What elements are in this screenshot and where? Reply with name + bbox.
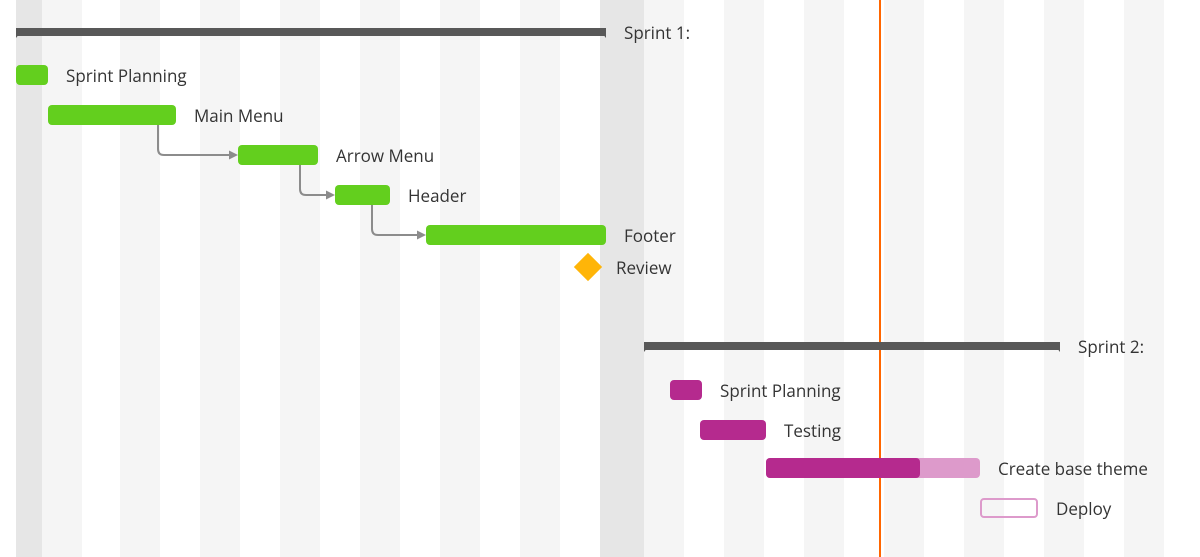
summaries.1-label: Sprint 2:	[1078, 335, 1144, 358]
milestones.0-label: Review	[616, 256, 672, 279]
task-progress-s2-theme	[766, 458, 920, 478]
summary-bar-sprint2[interactable]	[644, 342, 1060, 350]
grid-stripe	[360, 0, 400, 557]
task-bar-s1-header[interactable]	[335, 185, 390, 205]
task-bar-s2-theme[interactable]	[766, 458, 980, 478]
tasks.4-label: Footer	[624, 224, 676, 247]
summaries.0-label: Sprint 1:	[624, 21, 690, 44]
grid-stripe	[600, 0, 644, 557]
tasks.1-label: Main Menu	[194, 104, 284, 127]
task-outline-s2-deploy	[980, 498, 1038, 518]
grid-stripe	[684, 0, 724, 557]
task-bar-s1-arrow[interactable]	[238, 145, 318, 165]
task-bar-s2-plan[interactable]	[670, 380, 702, 400]
tasks.5-label: Sprint Planning	[720, 379, 841, 402]
grid-stripe	[240, 0, 280, 557]
tasks.3-label: Header	[408, 184, 466, 207]
summary-bar-sprint1[interactable]	[16, 28, 606, 36]
grid-stripe	[520, 0, 560, 557]
grid-stripe	[644, 0, 684, 557]
grid-stripe	[480, 0, 520, 557]
task-bar-s1-footer[interactable]	[426, 225, 606, 245]
task-bar-s1-plan[interactable]	[16, 65, 48, 85]
grid-stripe	[440, 0, 480, 557]
tasks.6-label: Testing	[784, 419, 841, 442]
grid-stripe	[400, 0, 440, 557]
grid-stripe	[560, 0, 600, 557]
grid-stripe	[200, 0, 240, 557]
grid-stripe	[280, 0, 320, 557]
tasks.0-label: Sprint Planning	[66, 64, 187, 87]
grid-stripe	[724, 0, 764, 557]
tasks.2-label: Arrow Menu	[336, 144, 434, 167]
task-bar-s1-main[interactable]	[48, 105, 176, 125]
grid-stripe	[320, 0, 360, 557]
task-bar-s2-test[interactable]	[700, 420, 766, 440]
tasks.7-label: Create base theme	[998, 457, 1148, 480]
gantt-chart: Sprint 1: Sprint 2: Sprint Planning Main Me…	[0, 0, 1200, 557]
grid-stripe	[1164, 0, 1200, 557]
tasks.8-label: Deploy	[1056, 497, 1111, 520]
task-bar-s2-deploy[interactable]	[980, 498, 1038, 518]
